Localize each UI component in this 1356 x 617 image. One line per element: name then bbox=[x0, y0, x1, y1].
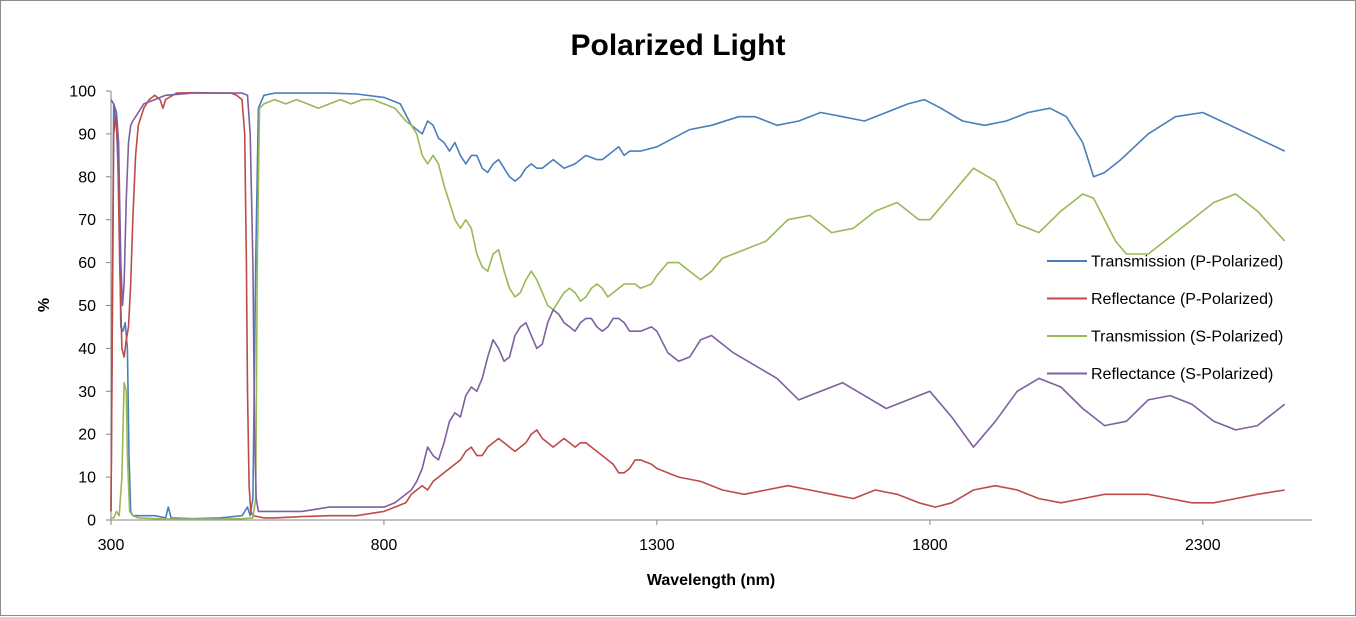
y-tick-label: 30 bbox=[78, 384, 96, 401]
y-tick-label: 40 bbox=[78, 341, 96, 358]
series-layer bbox=[110, 91, 1286, 520]
y-tick-label: 50 bbox=[78, 298, 96, 315]
y-axis-title: % bbox=[36, 298, 53, 312]
x-axis-title: Wavelength (nm) bbox=[647, 572, 775, 589]
x-tick-label: 1800 bbox=[912, 537, 948, 554]
legend-label: Transmission (P-Polarized) bbox=[1091, 254, 1283, 271]
x-tick-label: 1300 bbox=[639, 537, 675, 554]
legend-label: Transmission (S-Polarized) bbox=[1091, 329, 1283, 346]
series-line-2 bbox=[110, 91, 1285, 519]
y-tick-label: 90 bbox=[78, 126, 96, 143]
y-tick-label: 20 bbox=[78, 427, 96, 444]
y-tick-label: 70 bbox=[78, 212, 96, 229]
legend-label: Reflectance (S-Polarized) bbox=[1091, 366, 1273, 383]
series-line-4 bbox=[110, 92, 1286, 513]
y-tick-label: 0 bbox=[87, 513, 96, 530]
x-tick-label: 300 bbox=[98, 537, 125, 554]
x-tick-label: 2300 bbox=[1185, 537, 1221, 554]
y-tick-label: 80 bbox=[78, 169, 96, 186]
x-tick-label: 800 bbox=[371, 537, 398, 554]
chart-title: Polarized Light bbox=[570, 29, 785, 62]
y-tick-label: 100 bbox=[69, 84, 96, 101]
series-line-3 bbox=[111, 98, 1286, 520]
legend: Transmission (P-Polarized) Reflectance (P… bbox=[1047, 254, 1283, 383]
y-tick-label: 10 bbox=[78, 470, 96, 487]
axes-layer: 0 10 20 30 40 50 60 70 80 90 100 300 800 1300 1800 2300 bbox=[69, 84, 1312, 554]
legend-label: Reflectance (P-Polarized) bbox=[1091, 291, 1273, 308]
y-tick-label: 60 bbox=[78, 255, 96, 272]
